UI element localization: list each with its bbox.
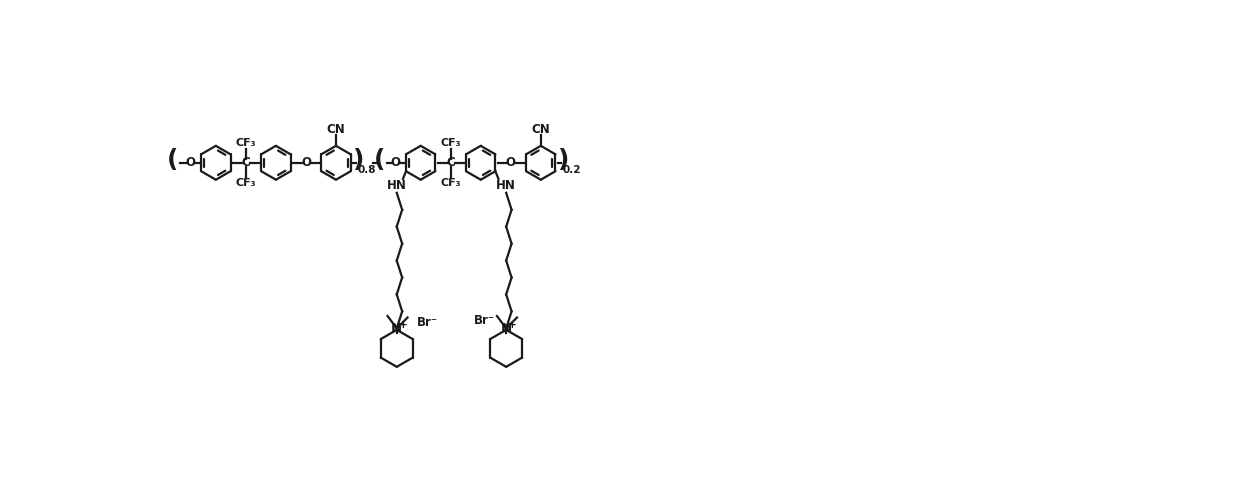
Text: C: C bbox=[446, 156, 455, 170]
Text: CF₃: CF₃ bbox=[440, 138, 461, 148]
Text: (: ( bbox=[373, 148, 384, 172]
Text: +: + bbox=[398, 320, 407, 330]
Text: O: O bbox=[186, 156, 196, 170]
Text: O: O bbox=[506, 156, 516, 170]
Text: C: C bbox=[242, 156, 250, 170]
Text: (: ( bbox=[167, 148, 179, 172]
Text: CN: CN bbox=[326, 123, 346, 136]
Text: +: + bbox=[508, 320, 517, 330]
Text: HN: HN bbox=[496, 179, 516, 192]
Text: HN: HN bbox=[387, 179, 407, 192]
Text: ): ) bbox=[558, 148, 569, 172]
Text: O: O bbox=[301, 156, 311, 170]
Text: CF₃: CF₃ bbox=[236, 178, 257, 188]
Text: N: N bbox=[501, 322, 512, 335]
Text: CF₃: CF₃ bbox=[236, 138, 257, 148]
Text: CN: CN bbox=[532, 123, 551, 136]
Text: ): ) bbox=[353, 148, 365, 172]
Text: CF₃: CF₃ bbox=[440, 178, 461, 188]
Text: N: N bbox=[391, 322, 402, 335]
Text: 0.2: 0.2 bbox=[562, 165, 580, 176]
Text: O: O bbox=[391, 156, 401, 170]
Text: Br⁻: Br⁻ bbox=[474, 314, 495, 327]
Text: 0.8: 0.8 bbox=[357, 165, 376, 176]
Text: Br⁻: Br⁻ bbox=[417, 316, 438, 328]
